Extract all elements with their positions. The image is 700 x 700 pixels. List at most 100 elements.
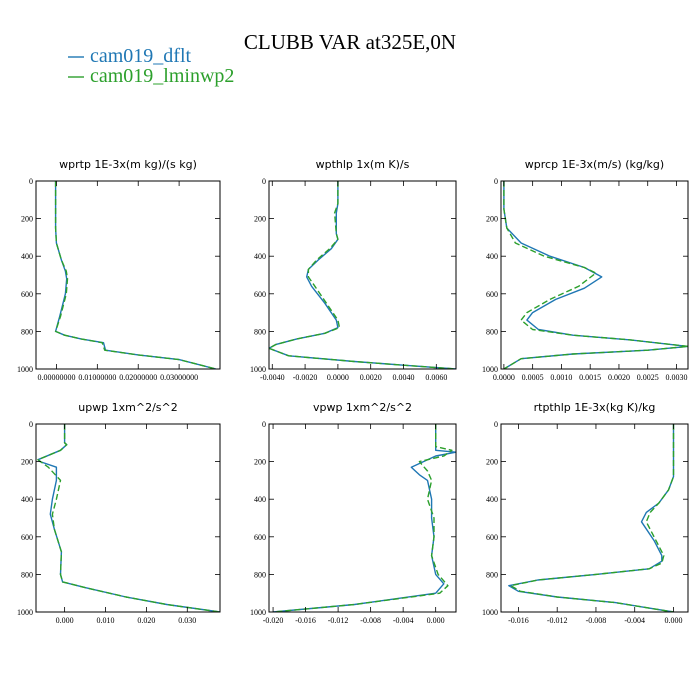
- y-tick-label: 600: [486, 533, 498, 542]
- y-tick-label: 200: [21, 215, 33, 224]
- x-tick-label: 0.0020: [608, 373, 630, 382]
- x-tick-label: -0.012: [328, 616, 349, 625]
- x-tick-label: -0.008: [360, 616, 381, 625]
- x-tick-label: -0.016: [508, 616, 529, 625]
- series-line-cam019_lminwp2: [510, 424, 675, 612]
- y-tick-label: 800: [21, 327, 33, 336]
- x-tick-label: 0.000: [56, 616, 74, 625]
- plot-frame: [35, 423, 221, 613]
- x-tick-label: 0.0010: [550, 373, 572, 382]
- y-tick-label: 600: [254, 533, 266, 542]
- panel-title: vpwp 1xm^2/s^2: [313, 401, 412, 414]
- panel-5: vpwp 1xm^2/s^2 0 200 400 600 800 1000-0.020 -0.…: [250, 401, 457, 625]
- y-tick-label: 600: [254, 290, 266, 299]
- series-group: [508, 424, 675, 612]
- plot-frame: [500, 423, 689, 613]
- x-tick-label: 0.0060: [425, 373, 447, 382]
- x-tick-label: 0.02000000: [119, 373, 157, 382]
- x-tick-label: 0.03000000: [160, 373, 198, 382]
- x-tick-label: 0.00000000: [37, 373, 75, 382]
- y-tick-label: 400: [21, 495, 33, 504]
- x-tick-label: 0.020: [137, 616, 155, 625]
- panel-title: rtpthlp 1E-3x(kg K)/kg: [534, 401, 656, 414]
- panel-title: wprtp 1E-3x(m kg)/(s kg): [59, 158, 197, 171]
- y-tick-label: 0: [262, 177, 266, 186]
- series-line-cam019_lminwp2: [273, 424, 453, 612]
- x-tick-label: 0.000: [664, 616, 682, 625]
- y-tick-label: 600: [21, 290, 33, 299]
- x-tick-label: 0.0030: [665, 373, 687, 382]
- plot-frame: [268, 180, 457, 370]
- series-line-cam019_dflt: [508, 424, 675, 612]
- y-tick-label: 600: [21, 533, 33, 542]
- x-tick-label: 0.010: [97, 616, 115, 625]
- panels: wprtp 1E-3x(m kg)/(s kg) 0 200 400 600 800 100…: [17, 158, 689, 625]
- y-tick-label: 200: [486, 458, 498, 467]
- y-tick-label: 800: [254, 327, 266, 336]
- y-tick-label: 1000: [17, 608, 33, 617]
- x-tick-label: 0.0000: [493, 373, 515, 382]
- x-tick-label: 0.0040: [393, 373, 415, 382]
- x-tick-label: -0.012: [547, 616, 568, 625]
- y-tick-label: 0: [29, 177, 33, 186]
- series-line-cam019_lminwp2: [269, 181, 456, 369]
- legend-label: cam019_dflt: [90, 45, 192, 67]
- series-group: [54, 181, 217, 369]
- x-tick-label: 0.0025: [637, 373, 659, 382]
- y-tick-label: 0: [494, 420, 498, 429]
- x-tick-label: 0.0000: [327, 373, 349, 382]
- y-tick-label: 1000: [250, 608, 266, 617]
- series-line-cam019_lminwp2: [37, 424, 220, 612]
- y-tick-label: 400: [254, 495, 266, 504]
- x-tick-label: -0.008: [586, 616, 607, 625]
- y-tick-label: 200: [254, 215, 266, 224]
- y-tick-label: 1000: [482, 365, 498, 374]
- panel-title: wprcp 1E-3x(m/s) (kg/kg): [525, 158, 664, 171]
- y-tick-label: 0: [494, 177, 498, 186]
- series-line-cam019_dflt: [273, 424, 456, 612]
- y-tick-label: 400: [21, 252, 33, 261]
- figure-title: CLUBB VAR at325E,0N: [244, 30, 456, 54]
- series-line-cam019_dflt: [269, 181, 456, 369]
- x-tick-label: 0.000: [427, 616, 445, 625]
- y-tick-label: 600: [486, 290, 498, 299]
- panel-title: wpthlp 1x(m K)/s: [316, 158, 410, 171]
- legend-label: cam019_lminwp2: [90, 65, 234, 87]
- series-line-cam019_lminwp2: [54, 181, 217, 369]
- x-tick-label: -0.004: [393, 616, 414, 625]
- y-tick-label: 0: [262, 420, 266, 429]
- plot-frame: [268, 423, 457, 613]
- y-tick-label: 400: [486, 495, 498, 504]
- legend-item-cam019_lminwp2: cam019_lminwp2: [68, 65, 234, 87]
- legend-item-cam019_dflt: cam019_dflt: [68, 45, 192, 67]
- x-tick-label: 0.0015: [579, 373, 601, 382]
- x-tick-label: 0.0020: [360, 373, 382, 382]
- y-tick-label: 200: [486, 215, 498, 224]
- x-tick-label: 0.030: [178, 616, 196, 625]
- plot-frame: [35, 180, 221, 370]
- y-tick-label: 400: [486, 252, 498, 261]
- y-tick-label: 400: [254, 252, 266, 261]
- panel-title: upwp 1xm^2/s^2: [78, 401, 178, 414]
- x-tick-label: -0.020: [263, 616, 284, 625]
- y-tick-label: 1000: [17, 365, 33, 374]
- panel-3: wprcp 1E-3x(m/s) (kg/kg) 0 200 400 600 800 100…: [482, 158, 689, 382]
- series-line-cam019_dflt: [54, 181, 217, 369]
- y-tick-label: 200: [254, 458, 266, 467]
- plot-frame: [500, 180, 689, 370]
- panel-4: upwp 1xm^2/s^2 0 200 400 600 800 1000 0.000 0.01…: [17, 401, 221, 625]
- series-group: [37, 424, 220, 612]
- x-tick-label: 0.01000000: [78, 373, 116, 382]
- series-line-cam019_dflt: [503, 181, 688, 369]
- y-tick-label: 800: [486, 570, 498, 579]
- y-tick-label: 800: [486, 327, 498, 336]
- x-tick-label: -0.0040: [260, 373, 285, 382]
- series-group: [269, 181, 456, 369]
- panel-6: rtpthlp 1E-3x(kg K)/kg 0 200 400 600 800 1000 -…: [482, 401, 689, 625]
- x-tick-label: -0.016: [295, 616, 316, 625]
- x-tick-label: -0.0020: [293, 373, 318, 382]
- series-line-cam019_lminwp2: [503, 181, 688, 369]
- series-group: [273, 424, 456, 612]
